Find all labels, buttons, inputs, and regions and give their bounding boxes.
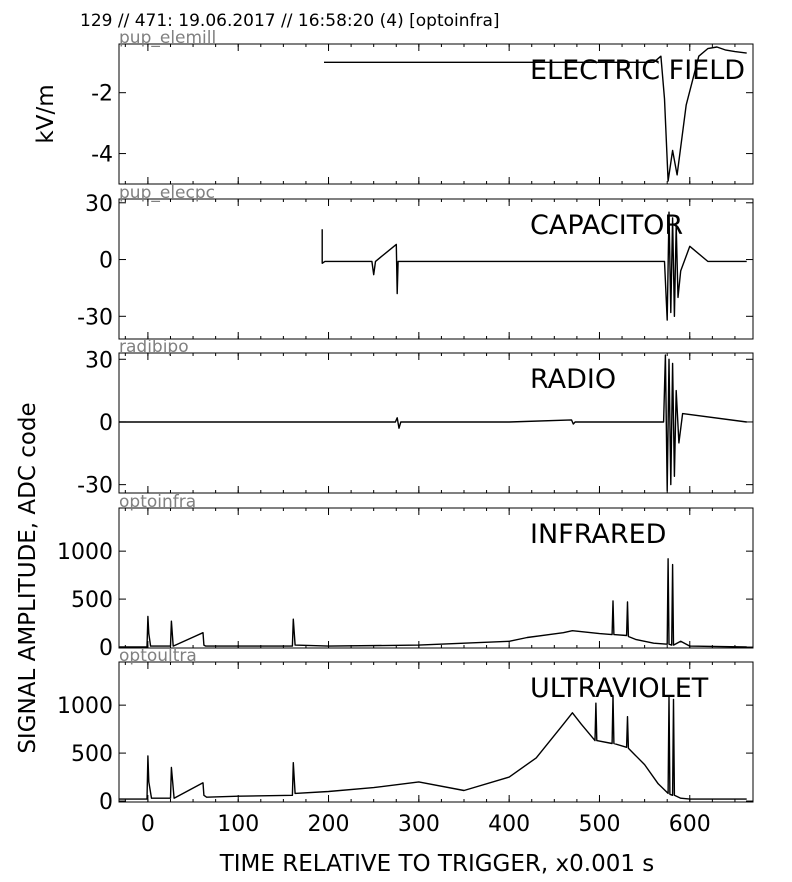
x-tick-label: 0	[141, 812, 155, 837]
channel-label: pup_elemill	[119, 28, 216, 48]
panel-optoinfra: 1000 500 0 INFRARED optoinfra	[57, 492, 754, 661]
panel-ylabel: kV/m	[33, 84, 59, 143]
panel-frame	[118, 661, 754, 803]
y-axis-label: SIGNAL AMPLITUDE, ADC code	[15, 402, 41, 753]
y-tick-label: 500	[71, 742, 113, 767]
channel-label: pup_elecpc	[119, 183, 215, 203]
figure-header: 129 // 471: 19.06.2017 // 16:58:20 (4) […	[80, 11, 500, 31]
y-tick-label: -2	[91, 82, 113, 107]
panel-pup_elemill: -2 -4 ELECTRIC FIELD pup_elemill kV/m	[33, 28, 754, 185]
panel-frame	[118, 352, 754, 494]
channel-label: optoinfra	[119, 492, 196, 512]
panel-title: ELECTRIC FIELD	[530, 55, 745, 86]
series-line	[119, 694, 747, 800]
panel-title: RADIO	[530, 364, 616, 395]
x-axis-label: TIME RELATIVE TO TRIGGER, x0.001 s	[219, 851, 655, 877]
x-tick-label: 100	[217, 812, 259, 837]
panel-title: ULTRAVIOLET	[530, 673, 709, 704]
panel-frame	[118, 198, 754, 340]
y-tick-label: -30	[77, 474, 113, 499]
series-line	[321, 211, 747, 321]
y-tick-label: -30	[77, 305, 113, 330]
panel-pup_elecpc: 30 0 -30 CAPACITOR pup_elecpc	[77, 183, 754, 340]
y-tick-label: 1000	[57, 540, 113, 565]
x-tick-label: 400	[488, 812, 530, 837]
y-tick-label: 0	[99, 411, 113, 436]
panel-frame	[118, 507, 754, 649]
channel-label: radibipo	[119, 337, 189, 357]
panel-title: INFRARED	[530, 519, 666, 550]
y-tick-label: 1000	[57, 694, 113, 719]
panel-title: CAPACITOR	[530, 210, 683, 241]
panel-radibipo: 30 0 -30 RADIO radibipo	[77, 337, 754, 499]
y-tick-label: 30	[85, 192, 113, 217]
channel-label: optoultra	[119, 646, 197, 666]
series-line	[119, 558, 747, 648]
panel-frame	[118, 43, 754, 185]
y-tick-label: 500	[71, 588, 113, 613]
y-tick-label: 30	[85, 348, 113, 373]
series-line	[324, 46, 747, 182]
panel-optoultra: 1000 500 0 ULTRAVIOLET optoultra 0 100 200 300 40…	[57, 646, 754, 837]
x-tick-label: 200	[308, 812, 350, 837]
x-tick-label: 300	[398, 812, 440, 837]
series-line	[119, 354, 747, 492]
y-tick-label: 0	[99, 636, 113, 661]
x-tick-label: 500	[578, 812, 620, 837]
y-tick-label: -4	[91, 143, 113, 168]
x-tick-label: 600	[669, 812, 711, 837]
y-tick-label: 0	[99, 790, 113, 815]
y-tick-label: 0	[99, 249, 113, 274]
